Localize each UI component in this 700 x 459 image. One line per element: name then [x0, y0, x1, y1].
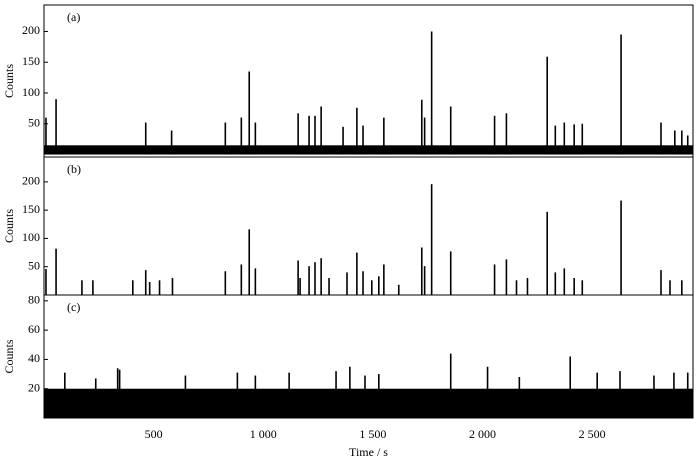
noise-band — [44, 145, 693, 155]
panel-label: (a) — [67, 10, 80, 24]
y-tick-label: 80 — [28, 293, 40, 307]
y-tick-label: 40 — [28, 351, 40, 365]
y-tick-label: 100 — [22, 230, 40, 244]
y-tick-label: 150 — [22, 202, 40, 216]
y-tick-label: 200 — [22, 23, 40, 37]
y-tick-label: 100 — [22, 85, 40, 99]
panel-frame — [43, 156, 694, 296]
y-axis-label: Counts — [2, 64, 16, 98]
panel-label: (b) — [67, 162, 81, 176]
noise-band — [44, 388, 693, 418]
y-tick-label: 150 — [22, 54, 40, 68]
y-tick-label: 60 — [28, 322, 40, 336]
x-axis-label: Time / s — [349, 445, 388, 459]
y-tick-label: 50 — [28, 116, 40, 130]
x-tick-label: 2 500 — [579, 427, 606, 441]
y-tick-label: 200 — [22, 174, 40, 188]
x-tick-label: 500 — [145, 427, 163, 441]
y-axis-label: Counts — [2, 209, 16, 243]
x-tick-label: 1 500 — [359, 427, 386, 441]
panel-label: (c) — [67, 300, 80, 314]
x-tick-label: 2 000 — [469, 427, 496, 441]
x-tick-label: 1 000 — [250, 427, 277, 441]
panel-frame — [43, 294, 694, 419]
y-tick-label: 20 — [28, 380, 40, 394]
y-axis-label: Counts — [2, 339, 16, 373]
panel-frame — [43, 4, 694, 158]
y-tick-label: 50 — [28, 258, 40, 272]
